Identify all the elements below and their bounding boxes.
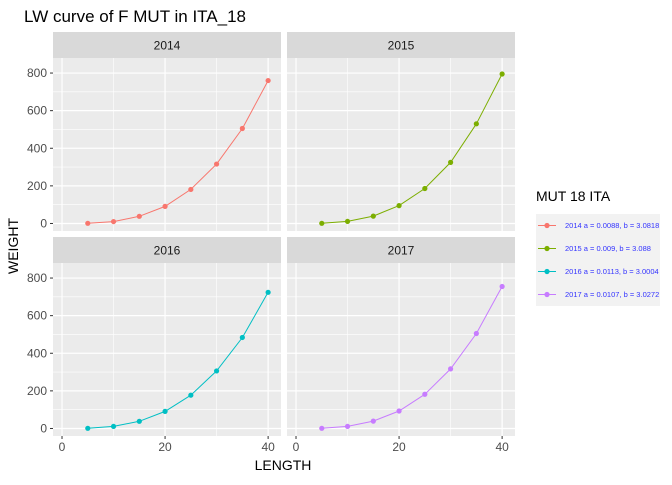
y-tick-label: 400 — [27, 346, 47, 360]
data-point — [499, 283, 505, 290]
series-line — [87, 80, 269, 224]
data-point — [85, 220, 91, 226]
data-point — [473, 330, 479, 337]
legend-key-point — [544, 222, 550, 229]
data-point — [110, 423, 117, 430]
data-point — [422, 185, 428, 192]
data-point — [188, 392, 194, 398]
legend-label: 2016 a = 0.0113, b = 3.0004 — [565, 267, 659, 276]
data-point — [370, 418, 376, 424]
data-point — [319, 425, 325, 431]
legend-item: 2017 a = 0.0107, b = 3.0272 — [538, 290, 659, 299]
panel-2017: 2017 0 20 40 — [287, 237, 515, 454]
data-point — [188, 186, 194, 193]
panel-strip — [287, 32, 515, 58]
data-point — [213, 368, 220, 374]
data-point — [213, 161, 220, 167]
legend: MUT 18 ITA 2014 a = 0.0088, b = 3.081820… — [536, 188, 660, 306]
legend-label: 2015 a = 0.009, b = 3.088 — [565, 244, 651, 253]
data-point — [265, 77, 271, 84]
panel-strip — [287, 237, 515, 263]
data-point — [136, 418, 142, 424]
panel-strip — [53, 237, 281, 263]
data-point — [319, 220, 325, 226]
y-tick-label: 600 — [27, 104, 47, 118]
data-point — [447, 159, 454, 165]
panel-strip-label: 2014 — [154, 39, 181, 53]
x-axis-label: LENGTH — [255, 457, 312, 473]
y-tick-label: 200 — [27, 179, 47, 193]
y-tick-label: 0 — [40, 216, 47, 230]
legend-label: 2014 a = 0.0088, b = 3.0818 — [565, 221, 659, 230]
panel-background — [287, 263, 515, 436]
data-point — [265, 289, 271, 295]
data-point — [162, 408, 168, 414]
legend-item: 2014 a = 0.0088, b = 3.0818 — [538, 221, 659, 230]
panel-background — [53, 263, 281, 436]
data-point — [239, 125, 245, 132]
series-line — [321, 286, 503, 429]
y-tick-label: 800 — [27, 271, 47, 285]
x-tick-label: 20 — [392, 440, 406, 454]
legend-item: 2016 a = 0.0113, b = 3.0004 — [538, 267, 659, 276]
panel-background — [53, 58, 281, 231]
legend-key-point — [544, 291, 550, 298]
data-point — [447, 366, 454, 372]
legend-key-point — [544, 245, 550, 252]
x-tick-label: 40 — [261, 440, 275, 454]
data-point — [162, 203, 168, 209]
legend-keys: 2014 a = 0.0088, b = 3.0818 2015 a = 0.00… — [536, 214, 660, 306]
panel-strip — [53, 32, 281, 58]
legend-key-background — [536, 214, 660, 306]
data-point — [344, 218, 351, 225]
data-point — [370, 213, 376, 219]
y-tick-label: 600 — [27, 309, 47, 323]
chart-title: LW curve of F MUT in ITA_18 — [24, 7, 246, 26]
panel-2014: 2014 0 200 400 600 800 — [27, 32, 281, 231]
data-point — [136, 213, 142, 219]
panel-strip-label: 2017 — [388, 244, 415, 258]
legend-title: MUT 18 ITA — [536, 188, 611, 204]
panel-strip-label: 2015 — [388, 39, 415, 53]
y-axis-label: WEIGHT — [5, 218, 21, 274]
panel-background — [287, 58, 515, 231]
y-tick-label: 400 — [27, 141, 47, 155]
series-line — [321, 73, 503, 224]
data-point — [396, 408, 402, 414]
data-point — [344, 423, 351, 430]
panel-strip-label: 2016 — [154, 244, 181, 258]
data-point — [422, 391, 428, 397]
panel-2015: 2015 — [287, 32, 515, 231]
y-tick-label: 200 — [27, 384, 47, 398]
legend-label: 2017 a = 0.0107, b = 3.0272 — [565, 290, 659, 299]
x-tick-label: 40 — [495, 440, 509, 454]
x-tick-label: 0 — [59, 440, 66, 454]
data-point — [473, 121, 479, 127]
x-tick-label: 0 — [293, 440, 300, 454]
panel-2016: 2016 0 200 400 600 800 0 20 40 — [27, 237, 281, 454]
y-tick-label: 800 — [27, 66, 47, 80]
series-line — [87, 292, 269, 429]
legend-item: 2015 a = 0.009, b = 3.088 — [538, 244, 651, 253]
data-point — [239, 334, 245, 341]
y-tick-label: 0 — [40, 421, 47, 435]
legend-key-point — [544, 268, 550, 275]
data-point — [85, 425, 91, 431]
data-point — [499, 71, 505, 77]
data-point — [396, 203, 402, 209]
data-point — [110, 218, 117, 225]
x-tick-label: 20 — [158, 440, 172, 454]
